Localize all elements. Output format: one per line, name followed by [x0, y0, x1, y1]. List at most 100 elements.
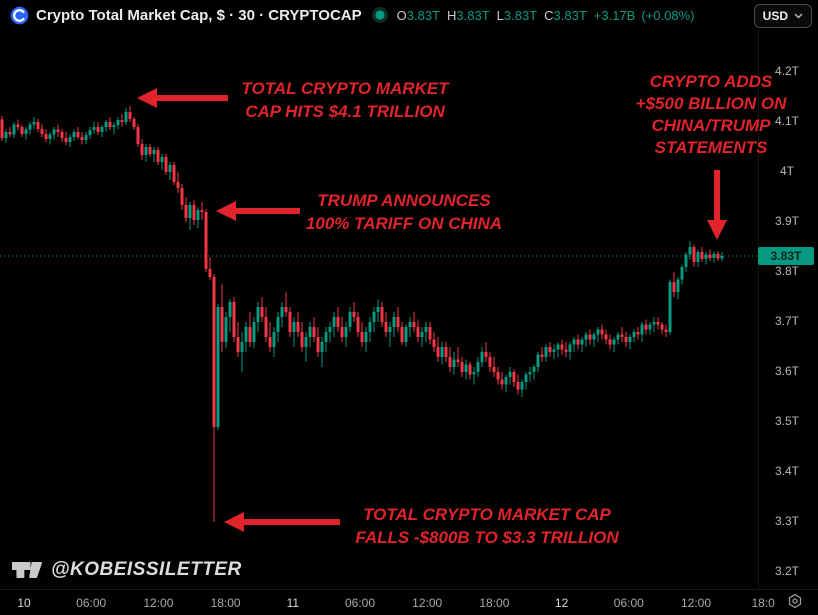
- candle-body: [180, 188, 184, 205]
- time-axis[interactable]: [0, 589, 818, 615]
- candle-body: [540, 354, 544, 357]
- change-absolute: +3.17B: [593, 7, 636, 23]
- candle-body: [384, 322, 388, 332]
- candle-body: [396, 317, 400, 327]
- candle-body: [608, 339, 612, 345]
- candle-body: [240, 342, 244, 352]
- candle-body: [548, 347, 552, 352]
- candle-body: [68, 137, 72, 142]
- candle-body: [100, 127, 104, 132]
- candle-body: [228, 302, 232, 317]
- candle-body: [200, 210, 204, 212]
- market-status-dot-icon[interactable]: [371, 6, 389, 24]
- candle-body: [424, 327, 428, 332]
- candle-body: [188, 205, 192, 218]
- candle-body: [28, 124, 32, 130]
- time-tick-label: 06:00: [613, 596, 644, 610]
- annotation-peak: TOTAL CRYPTO MARKET CAP HITS $4.1 TRILLI…: [229, 77, 461, 123]
- candle-body: [480, 352, 484, 362]
- candle-body: [208, 269, 212, 277]
- time-tick-label: 18:00: [210, 596, 241, 610]
- candle-body: [440, 347, 444, 357]
- candle-body: [248, 327, 252, 342]
- candle-body: [464, 364, 468, 372]
- candle-body: [524, 374, 528, 382]
- candle-body: [432, 339, 436, 347]
- candle-body: [244, 327, 248, 342]
- candle-body: [632, 332, 636, 337]
- last-price-badge: 3.83T: [758, 247, 814, 265]
- symbol-title[interactable]: Crypto Total Market Cap, $ · 30 · CRYPTO…: [36, 6, 362, 24]
- time-tick-label: 12:00: [143, 596, 174, 610]
- candle-body: [604, 334, 608, 340]
- ohlc-readout: O3.83T H3.83T L3.83T C3.83T +3.17B (+0.0…: [397, 8, 701, 23]
- price-tick-label: 3.4T: [774, 464, 799, 478]
- time-tick-label: 06:00: [76, 596, 107, 610]
- change-percent: (+0.08%): [641, 7, 695, 23]
- candle-body: [12, 124, 16, 135]
- annotation-tariff-line1: TRUMP ANNOUNCES: [317, 191, 491, 210]
- ohlc-high-value: 3.83T: [456, 7, 490, 23]
- candle-body: [192, 205, 196, 220]
- candle-body: [52, 129, 56, 135]
- currency-selector-button[interactable]: USD: [753, 4, 812, 28]
- candle-body: [144, 147, 148, 155]
- candle-body: [520, 382, 524, 390]
- candle-body: [640, 324, 644, 335]
- time-tick-label: 12: [554, 596, 569, 610]
- axis-settings-gear-icon[interactable]: [787, 593, 803, 609]
- ohlc-open-label: O: [396, 7, 407, 23]
- candle-body: [568, 344, 572, 352]
- candle-body: [696, 252, 700, 262]
- candle-body: [428, 327, 432, 340]
- tradingview-logo-icon: [12, 562, 42, 578]
- price-tick-label: 3.5T: [774, 414, 799, 428]
- price-tick-label: 3.7T: [774, 314, 799, 328]
- candle-body: [552, 349, 556, 352]
- candle-body: [8, 132, 12, 135]
- candle-body: [708, 254, 712, 258]
- candle-body: [508, 372, 512, 377]
- time-tick-label: 12:00: [680, 596, 712, 610]
- price-tick-label: 4.2T: [774, 64, 799, 78]
- candle-body: [484, 352, 488, 357]
- candle-body: [392, 317, 396, 327]
- candle-body: [560, 344, 564, 350]
- candle-body: [328, 327, 332, 332]
- candle-body: [148, 147, 152, 154]
- candle-body: [556, 344, 560, 350]
- candle-body: [24, 129, 28, 134]
- candle-body: [496, 372, 500, 380]
- candle-body: [452, 359, 456, 367]
- candle-body: [16, 124, 20, 127]
- candle-body: [636, 332, 640, 335]
- candle-body: [672, 282, 676, 292]
- candle-body: [680, 267, 684, 280]
- currency-label: USD: [762, 9, 788, 23]
- time-tick-label: 18:00: [479, 596, 510, 610]
- price-axis[interactable]: [758, 30, 818, 589]
- candle-body: [688, 247, 692, 255]
- candle-body: [340, 327, 344, 337]
- annotation-adds: CRYPTO ADDS +$500 BILLION ON CHINA/TRUMP…: [627, 71, 795, 159]
- ohlc-close-value: 3.83T: [553, 7, 587, 23]
- candle-body: [420, 332, 424, 337]
- candle-body: [136, 127, 140, 144]
- candle-body: [456, 359, 460, 362]
- candle-body: [544, 347, 548, 357]
- candle-body: [124, 112, 128, 122]
- candle-body: [184, 205, 188, 218]
- candle-body: [712, 254, 716, 258]
- candle-body: [44, 134, 48, 139]
- candle-body: [224, 317, 228, 342]
- candle-body: [264, 317, 268, 337]
- candle-body: [512, 372, 516, 382]
- candle-body: [116, 120, 120, 125]
- candle-body: [352, 312, 356, 317]
- candle-body: [76, 132, 80, 137]
- candle-body: [612, 339, 616, 345]
- candle-body: [624, 337, 628, 342]
- candle-body: [304, 337, 308, 347]
- candle-body: [172, 165, 176, 182]
